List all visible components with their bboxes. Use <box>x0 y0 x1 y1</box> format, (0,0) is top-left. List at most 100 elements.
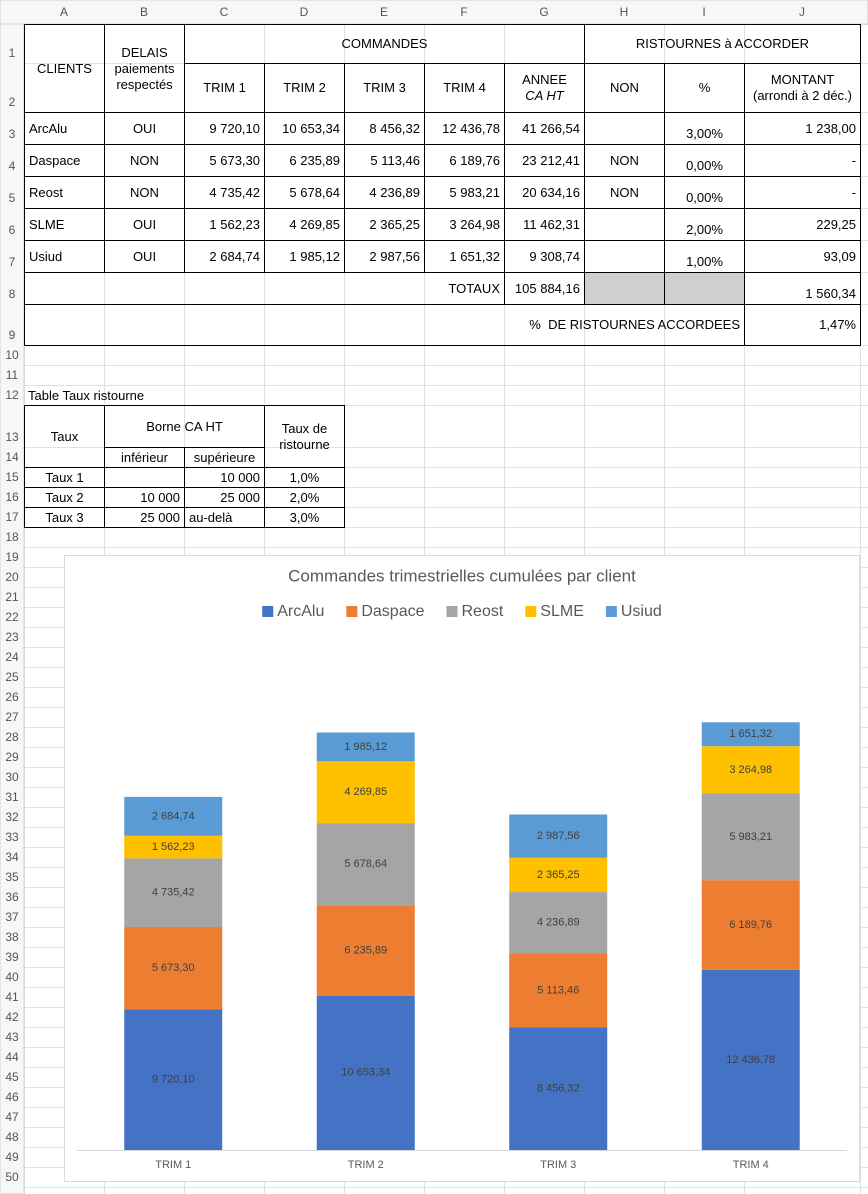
cell: 20 634,16 <box>504 176 585 209</box>
cell: 5 983,21 <box>424 176 505 209</box>
row-header: 22 <box>5 610 19 624</box>
x-tick-label: TRIM 2 <box>348 1159 384 1171</box>
cell-text: 5 678,64 <box>289 184 340 200</box>
cell-text: 1,47% <box>819 317 856 332</box>
cell-text: NON <box>610 184 639 200</box>
bar-segment <box>124 1009 223 1150</box>
x-tick-label: TRIM 1 <box>155 1159 191 1171</box>
cell: 1 560,34 <box>744 272 861 305</box>
cell-text: MONTANT <box>770 72 835 87</box>
bar-segment <box>509 892 608 954</box>
row-header: 39 <box>5 950 19 964</box>
data-label: 12 436,78 <box>726 1054 775 1066</box>
row-header: 24 <box>5 650 19 664</box>
cell-text: Borne CA HT <box>146 418 223 434</box>
bar-segment <box>124 858 223 928</box>
cell: 4 236,89 <box>344 176 425 209</box>
cell-text: 229,25 <box>816 216 856 232</box>
cell-text: NON <box>130 152 159 168</box>
bar-segment <box>316 732 415 762</box>
data-label: 4 735,42 <box>152 887 195 899</box>
cell-text: TOTAUX <box>448 280 500 296</box>
cell: 1,47% <box>744 304 861 346</box>
cell: DELAIS paiements respectés <box>104 24 185 113</box>
cell-text: 9 720,10 <box>209 120 260 136</box>
row-header: 34 <box>5 850 19 864</box>
cell-text: 0,00% <box>686 158 723 173</box>
cell: Daspace <box>24 144 105 177</box>
column-header: F <box>460 5 468 19</box>
cell-text: 3 264,98 <box>449 216 500 232</box>
cell-text: Taux 1 <box>45 469 84 485</box>
cell: Reost <box>24 176 105 209</box>
data-label: 2 365,25 <box>537 869 580 881</box>
cell-text: (arrondi à 2 déc.) <box>753 88 852 103</box>
row-header: 35 <box>5 870 19 884</box>
cell: OUI <box>104 112 185 145</box>
chart-title: Commandes trimestrielles cumulées par cl… <box>288 566 636 585</box>
row-header: 15 <box>5 470 19 484</box>
cell: 105 884,16 <box>504 272 585 305</box>
cell: MONTANT (arrondi à 2 déc.) <box>744 63 861 113</box>
cell-text: 2 365,25 <box>369 216 420 232</box>
cell-text: 4 236,89 <box>369 184 420 200</box>
bar-segment <box>316 995 415 1150</box>
cell-text: 2,00% <box>686 222 723 237</box>
bar-segment <box>316 823 415 906</box>
row-header: 3 <box>8 127 16 141</box>
cell: OUI <box>104 208 185 241</box>
cell: 25 000 <box>184 487 265 508</box>
cell-text: NON <box>610 152 639 168</box>
cell-text: 1 560,34 <box>805 286 856 301</box>
cell: 1 238,00 <box>744 112 861 145</box>
column-header: B <box>139 5 148 19</box>
cell-text: SLME <box>29 216 65 232</box>
bar-segment <box>316 905 415 996</box>
data-label: 5 983,21 <box>729 831 772 843</box>
cell: TRIM 4 <box>424 63 505 113</box>
row-header: 5 <box>8 191 16 205</box>
cell: 2 684,74 <box>184 240 265 273</box>
cell: 8 456,32 <box>344 112 425 145</box>
row-header: 42 <box>5 1010 19 1024</box>
legend-swatch <box>262 606 274 617</box>
column-header: H <box>619 5 629 19</box>
cell: Taux 1 <box>24 467 105 488</box>
cell-text: ANNEE <box>522 72 567 87</box>
data-label: 5 673,30 <box>152 962 195 974</box>
cell: 2 365,25 <box>344 208 425 241</box>
cell-text: 105 884,16 <box>514 280 580 296</box>
bar-segment <box>509 1027 608 1150</box>
cell: TRIM 3 <box>344 63 425 113</box>
bar-segment <box>701 722 800 747</box>
legend-swatch <box>346 606 358 617</box>
cell-text: COMMANDES <box>341 36 428 51</box>
cell-text: 1,0% <box>289 469 320 485</box>
cell-text: 20 634,16 <box>522 184 580 200</box>
cell: - <box>744 176 861 209</box>
cell: supérieure <box>184 447 265 468</box>
row-header: 26 <box>5 690 19 704</box>
cell-text: inférieur <box>121 449 168 465</box>
cell: 6 189,76 <box>424 144 505 177</box>
data-label: 10 653,34 <box>341 1067 390 1079</box>
cell: NON <box>104 144 185 177</box>
cell <box>664 272 745 305</box>
cell-text: Taux de ristourne <box>279 420 330 452</box>
cell: SLME <box>24 208 105 241</box>
data-label: 1 651,32 <box>729 728 772 740</box>
x-tick-label: TRIM 4 <box>733 1159 769 1171</box>
cell: 2 987,56 <box>344 240 425 273</box>
cell: 1,0% <box>264 467 345 488</box>
cell: 3 264,98 <box>424 208 505 241</box>
row-header: 6 <box>8 223 16 237</box>
column-header: A <box>59 5 68 19</box>
cell-text: 1 562,23 <box>209 216 260 232</box>
cell: Taux 2 <box>24 487 105 508</box>
row-header: 41 <box>5 990 19 1004</box>
data-label: 4 236,89 <box>537 917 580 929</box>
cell-text: TRIM 3 <box>363 80 406 95</box>
cell: 3,0% <box>264 507 345 528</box>
cell-text: 3,00% <box>686 126 723 141</box>
chart: Commandes trimestrielles cumulées par cl… <box>64 555 860 1182</box>
